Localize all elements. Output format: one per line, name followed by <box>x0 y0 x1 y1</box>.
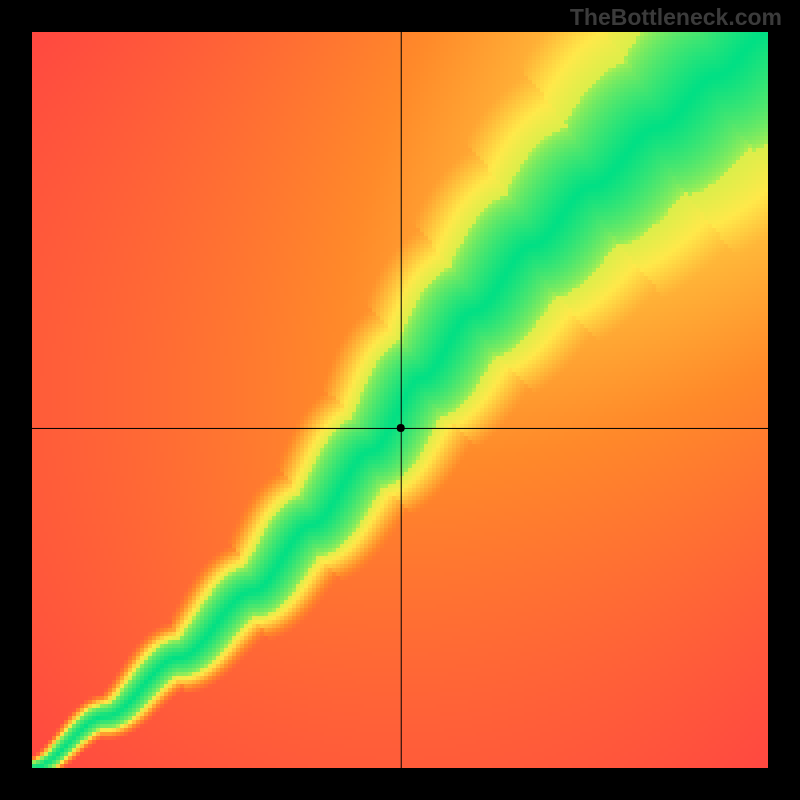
figure-root: TheBottleneck.com <box>0 0 800 800</box>
heatmap-panel <box>32 32 768 768</box>
heatmap-canvas <box>32 32 768 768</box>
watermark-label: TheBottleneck.com <box>570 4 782 31</box>
